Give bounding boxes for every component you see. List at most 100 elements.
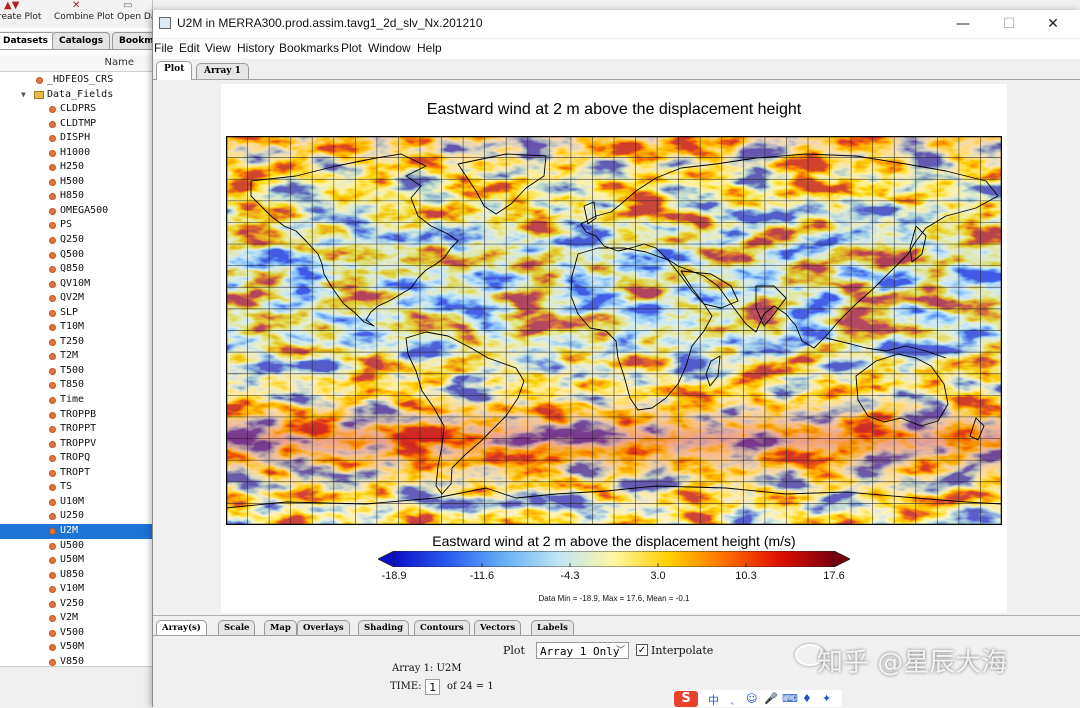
tree-item-label: SLP — [60, 306, 79, 318]
menu-plot[interactable]: Plot — [341, 41, 362, 55]
tree-variable-item[interactable]: U500 — [0, 539, 152, 554]
ime-keyboard-icon[interactable]: ⌨ — [782, 692, 798, 705]
tab-datasets[interactable]: Datasets — [0, 32, 56, 49]
ime-emoji-icon[interactable]: ☺ — [746, 692, 758, 705]
column-header-name[interactable]: Name — [0, 55, 152, 72]
tree-variable-item[interactable]: OMEGA500 — [0, 204, 152, 219]
tree-variable-item[interactable]: CLDPRS — [0, 102, 152, 117]
menu-help[interactable]: Help — [417, 41, 442, 55]
create-plot-button[interactable]: ▲▼ reate Plot — [0, 0, 42, 22]
menu-bookmarks[interactable]: Bookmarks — [279, 41, 340, 55]
tree-variable-item[interactable]: T500 — [0, 364, 152, 379]
tree-variable-item[interactable]: PS — [0, 218, 152, 233]
tree-variable-item[interactable]: V50M — [0, 640, 152, 655]
tree-variable-item[interactable]: T10M — [0, 320, 152, 335]
variable-icon — [49, 251, 56, 259]
tree-variable-item[interactable]: TROPQ — [0, 451, 152, 466]
tree-variable-item[interactable]: U50M — [0, 553, 152, 568]
tree-item-label: TROPPT — [60, 423, 97, 435]
tree-variable-item[interactable]: QV2M — [0, 291, 152, 306]
tree-variable-item[interactable]: Q250 — [0, 233, 152, 248]
tree-variable-item[interactable]: Time — [0, 393, 152, 408]
tree-variable-item[interactable]: H500 — [0, 175, 152, 190]
tree-variable-item[interactable]: DISPH — [0, 131, 152, 146]
tree-variable-item[interactable]: V500 — [0, 626, 152, 641]
tab-overlays[interactable]: Overlays — [297, 620, 350, 635]
tree-variable-item[interactable]: U850 — [0, 568, 152, 583]
tab-labels[interactable]: Labels — [531, 620, 574, 635]
interpolate-checkbox[interactable]: ✓ — [636, 644, 648, 656]
tree-item-label: T10M — [60, 321, 85, 333]
tree-variable-item[interactable]: U250 — [0, 509, 152, 524]
tree-variable-item[interactable]: TS — [0, 480, 152, 495]
tab-map[interactable]: Map — [264, 620, 297, 635]
menubar: File Edit View History Bookmarks Plot Wi… — [153, 39, 1080, 59]
coastline-greenland — [457, 153, 547, 215]
tab-arrays[interactable]: Array(s) — [156, 620, 207, 635]
tree-variable-item[interactable]: V250 — [0, 597, 152, 612]
tab-catalogs[interactable]: Catalogs — [52, 32, 111, 49]
wechat-logo-icon — [795, 644, 825, 666]
coastline-uk — [583, 201, 597, 225]
chevron-down-icon: ﹀ — [615, 646, 625, 656]
variable-icon — [49, 164, 56, 172]
plot-options-panel: Array(s) Scale Map Overlays Shading Cont… — [153, 615, 1080, 708]
tree-variable-item[interactable]: Q500 — [0, 248, 152, 263]
tab-scale[interactable]: Scale — [218, 620, 256, 635]
tree-variable-item[interactable]: V2M — [0, 611, 152, 626]
tab-plot[interactable]: Plot — [156, 61, 193, 80]
ime-toolbar[interactable]: S 中 ˎ ☺ 🎤 ⌨ ♦ ✦ — [672, 690, 842, 707]
tab-shading[interactable]: Shading — [358, 620, 410, 635]
expand-arrow-icon[interactable]: ▼ — [21, 89, 26, 99]
colorbar-tick-label: -4.3 — [560, 570, 580, 582]
tree-variable-item[interactable]: H850 — [0, 189, 152, 204]
tab-contours[interactable]: Contours — [414, 620, 470, 635]
tree-variable-item[interactable]: T2M — [0, 349, 152, 364]
close-button[interactable]: ✕ — [1047, 16, 1059, 32]
ime-skin-icon[interactable]: ♦ — [802, 692, 812, 705]
tree-folder-item[interactable]: ▼ Data_Fields — [0, 88, 152, 103]
window-titlebar[interactable]: U2M in MERRA300.prod.assim.tavg1_2d_slv_… — [153, 10, 1080, 38]
menu-file[interactable]: File — [154, 41, 174, 55]
tree-variable-item[interactable]: H1000 — [0, 146, 152, 161]
tree-variable-item[interactable]: TROPPV — [0, 437, 152, 452]
time-index-field[interactable]: 1 — [425, 679, 440, 695]
coastline-arabia — [680, 270, 739, 309]
tree-variable-item[interactable]: TROPT — [0, 466, 152, 481]
tree-variable-item[interactable]: TROPPB — [0, 408, 152, 423]
minimize-button[interactable]: — — [956, 16, 970, 32]
maximize-button[interactable]: ☐ — [1002, 16, 1016, 32]
tree-variable-item[interactable]: U2M — [0, 523, 152, 539]
tree-variable-item[interactable]: V850 — [0, 655, 152, 666]
ime-chinese-mode-icon[interactable]: 中 — [708, 694, 719, 707]
menu-edit[interactable]: Edit — [179, 41, 200, 55]
tree-variable-item[interactable]: H250 — [0, 160, 152, 175]
combine-plot-button[interactable]: ✕ Combine Plot — [54, 0, 114, 22]
dataset-tree[interactable]: _HDFEOS_CRS ▼ Data_Fields CLDPRS CLDTMP DISPH… — [0, 73, 152, 666]
plot-select-dropdown[interactable]: Array 1 Only ﹀ — [536, 642, 629, 659]
tab-vectors[interactable]: Vectors — [474, 620, 522, 635]
tree-variable-item[interactable]: Q850 — [0, 262, 152, 277]
create-plot-icon: ▲▼ — [4, 0, 20, 11]
colorbar-tick-marks — [393, 563, 835, 567]
open-dataset-button[interactable]: ▭ Open Da — [117, 0, 157, 22]
tab-array-1[interactable]: Array 1 — [196, 63, 249, 79]
tree-variable-item[interactable]: T850 — [0, 378, 152, 393]
tree-variable-item[interactable]: U10M — [0, 495, 152, 510]
tree-variable-item[interactable]: TROPPT — [0, 422, 152, 437]
ime-voice-icon[interactable]: 🎤 — [764, 692, 778, 705]
menu-view[interactable]: View — [205, 41, 231, 55]
menu-history[interactable]: History — [237, 41, 275, 55]
menu-window[interactable]: Window — [368, 41, 411, 55]
tree-variable-item[interactable]: QV10M — [0, 277, 152, 292]
ime-punctuation-icon[interactable]: ˎ — [730, 692, 736, 705]
variable-icon — [49, 513, 56, 521]
tree-variable-item[interactable]: CLDTMP — [0, 117, 152, 132]
tree-variable-item[interactable]: T250 — [0, 335, 152, 350]
tree-variable-item[interactable]: _HDFEOS_CRS — [0, 73, 152, 88]
tree-variable-item[interactable]: SLP — [0, 306, 152, 321]
ime-tools-icon[interactable]: ✦ — [822, 692, 832, 705]
variable-icon — [49, 367, 56, 375]
tree-variable-item[interactable]: V10M — [0, 582, 152, 597]
variable-icon — [49, 353, 56, 361]
